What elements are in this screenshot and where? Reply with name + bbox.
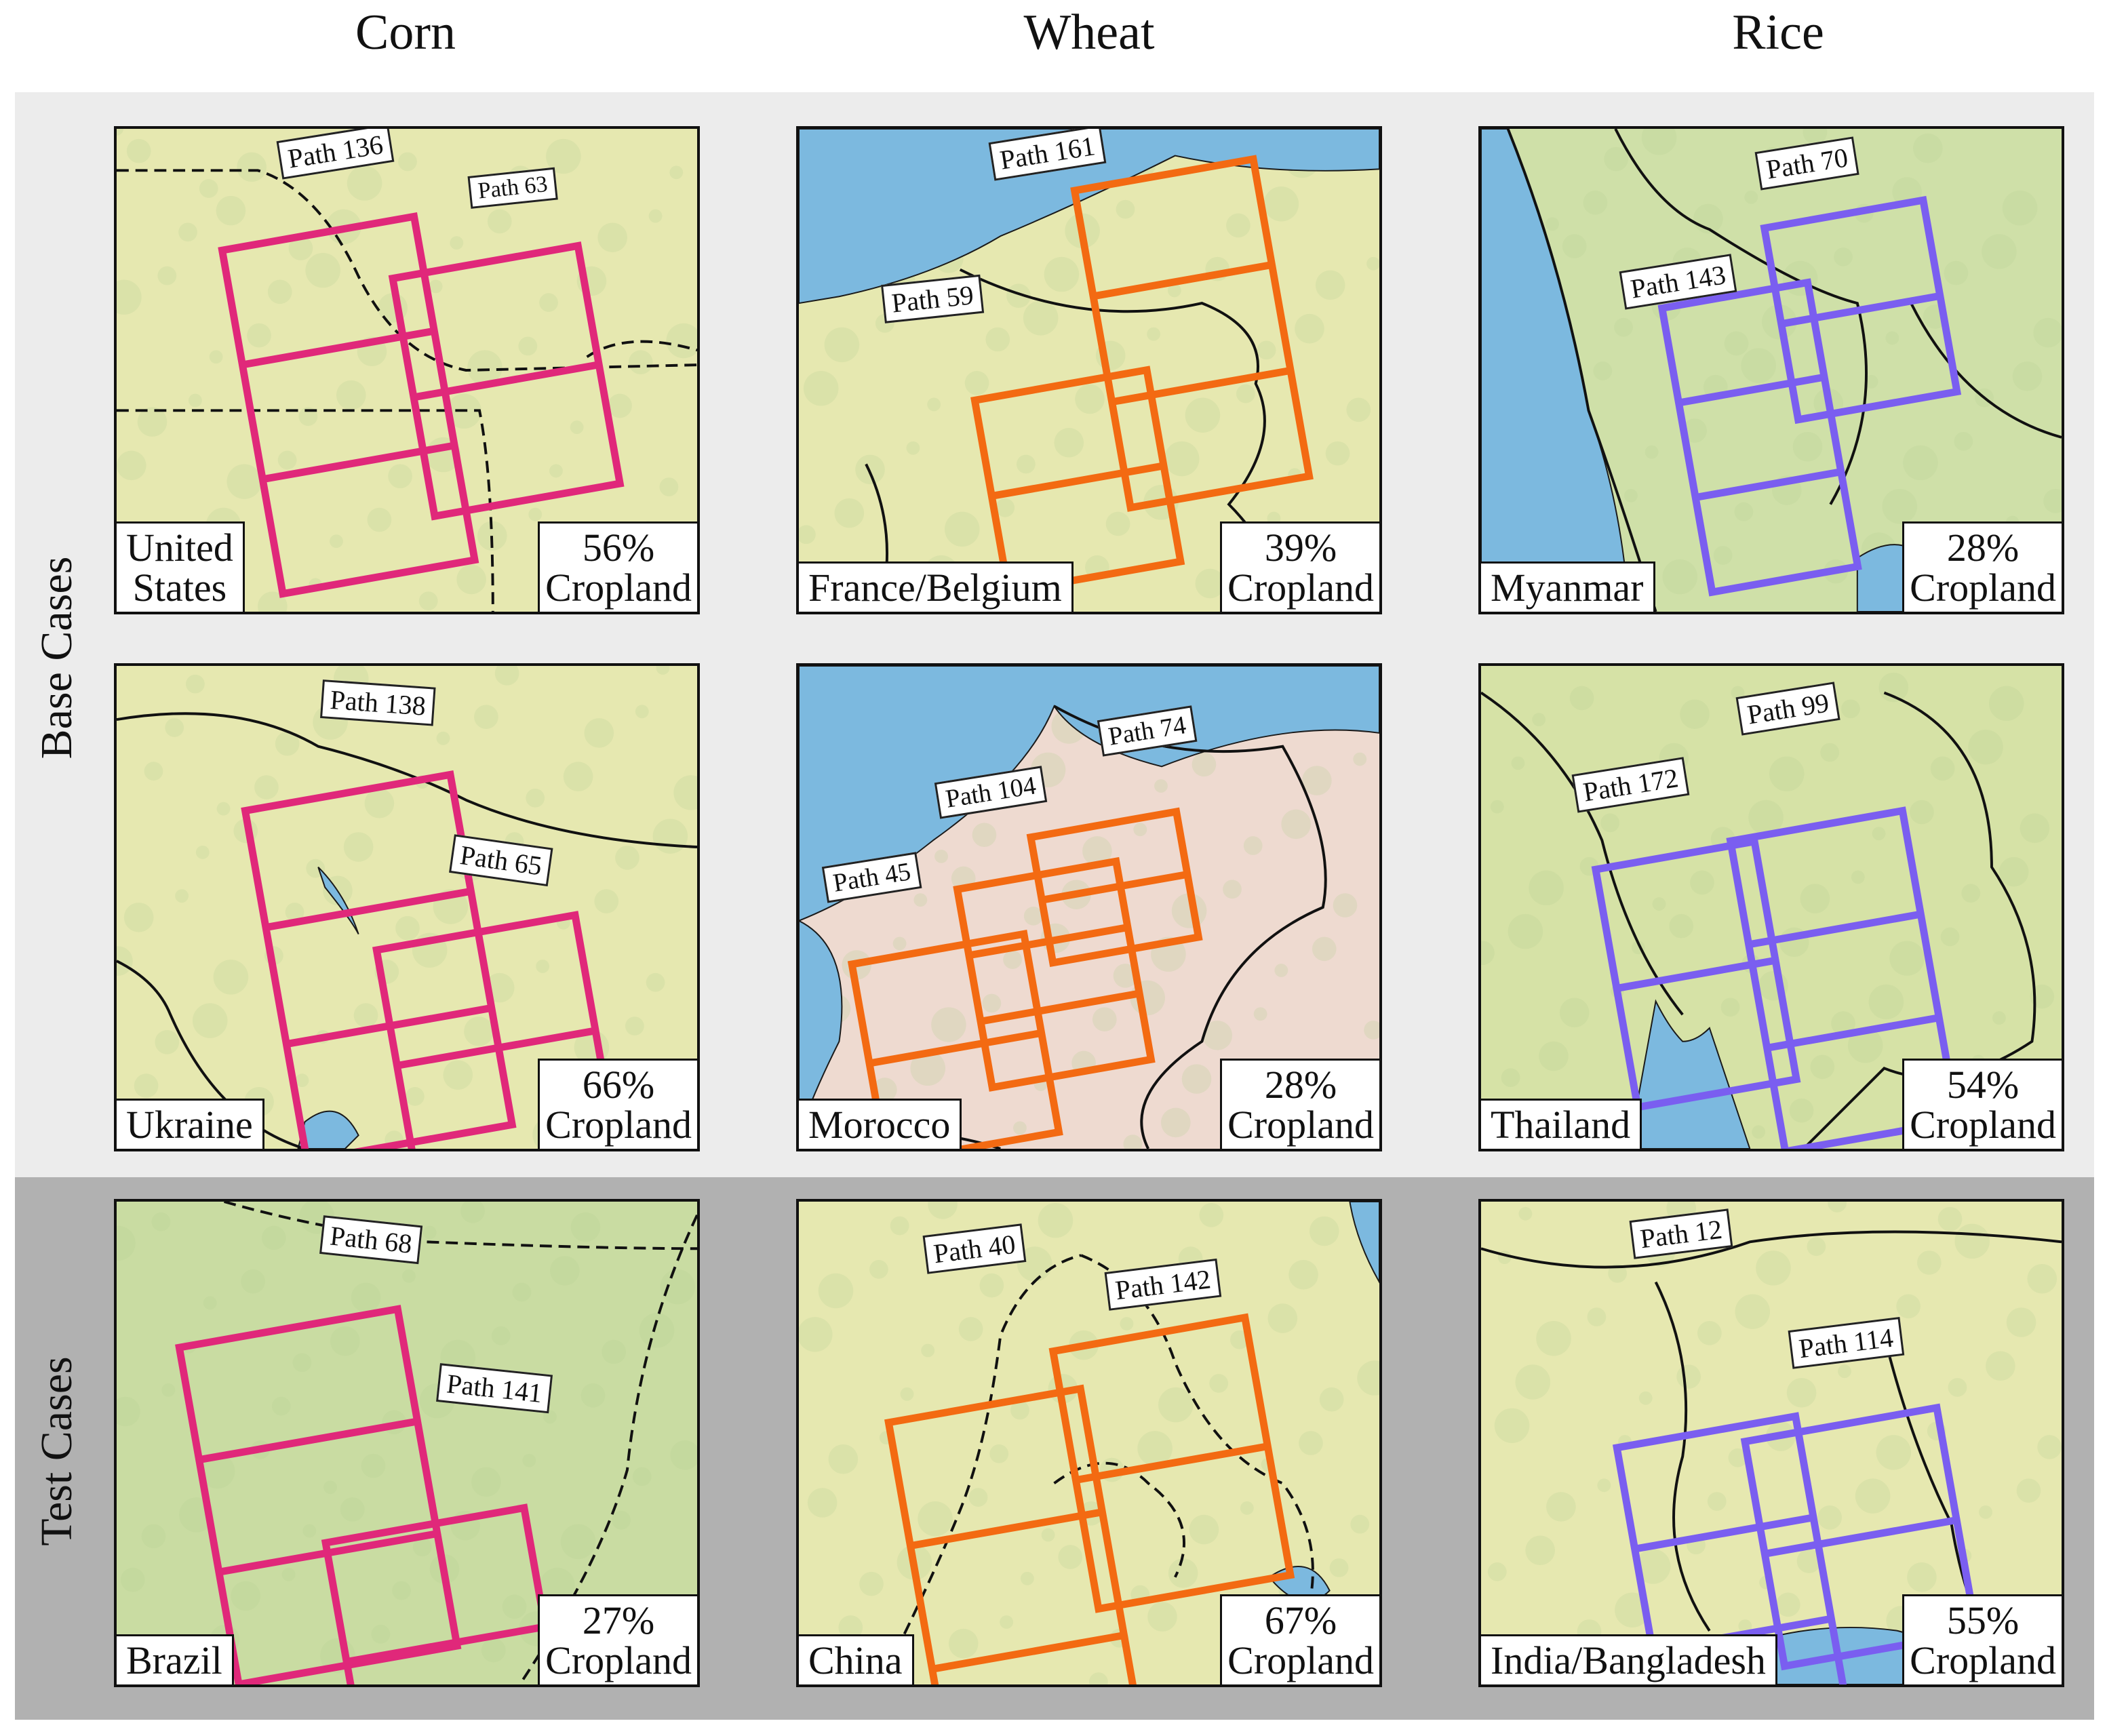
country-label: India/Bangladesh <box>1481 1634 1777 1684</box>
country-label-line: China <box>808 1638 903 1682</box>
map-canvas <box>1481 129 2062 612</box>
boundary-line <box>878 1254 1082 1684</box>
footprint-grid <box>372 911 621 1149</box>
water-body <box>799 129 1379 304</box>
footprint-grid <box>388 241 625 521</box>
boundary-line <box>1654 1281 1711 1632</box>
map-panel-6: Path 99 Path 172 Thailand 54% Cropland <box>1478 663 2064 1151</box>
cropland-percent: 39% <box>1264 525 1337 570</box>
boundary-line <box>117 169 697 372</box>
footprint-grid <box>1070 155 1314 512</box>
footprint-grid <box>953 856 1156 1092</box>
footprint-grid <box>1048 1313 1295 1613</box>
country-label-line: Ukraine <box>126 1102 253 1147</box>
boundary-line <box>1506 129 1657 612</box>
cropland-label: 56% Cropland <box>538 521 697 612</box>
cropland-label: 28% Cropland <box>1902 521 2062 612</box>
map-panel-2: Path 161 Path 59 France/Belgium 39% Cropland <box>796 126 1382 614</box>
map-panel-5: Path 74 Path 104 Path 45 Morocco 28% Cropland <box>796 663 1382 1151</box>
row-label-base-cases: Base Cases <box>32 556 81 760</box>
cropland-word: Cropland <box>545 1102 692 1147</box>
cropland-percent: 28% <box>1264 1062 1337 1107</box>
map-panel-8: Path 40 Path 142 China 67% Cropland <box>796 1199 1382 1687</box>
footprint-grid <box>1726 806 1962 1149</box>
footprint-grid <box>884 1384 1150 1684</box>
cropland-label: 55% Cropland <box>1902 1594 2062 1684</box>
path-label: Path 138 <box>320 679 436 726</box>
map-panel-3: Path 70 Path 143 Myanmar 28% Cropland <box>1478 126 2064 614</box>
cropland-percent: 28% <box>1946 525 2020 570</box>
country-label-line: Thailand <box>1491 1102 1631 1147</box>
boundary-line <box>223 1202 697 1250</box>
map-canvas <box>117 666 697 1149</box>
cropland-word: Cropland <box>1910 565 2056 610</box>
boundary-line <box>117 712 697 848</box>
country-label-line: States <box>132 565 227 610</box>
boundary-line <box>1481 691 1684 1016</box>
cropland-percent: 56% <box>582 525 655 570</box>
cropland-percent: 54% <box>1946 1062 2020 1107</box>
cropland-word: Cropland <box>1910 1102 2056 1147</box>
map-panel-1: Path 136 Path 63 United States 56% Cropland <box>114 126 700 614</box>
footprint-grid <box>1760 195 1962 425</box>
cropland-word: Cropland <box>545 565 692 610</box>
country-label: Myanmar <box>1481 561 1655 612</box>
map-panel-7: Path 68 Path 141 Brazil 27% Cropland <box>114 1199 700 1687</box>
water-body <box>1628 999 1751 1149</box>
boundary-line <box>1803 691 2036 1149</box>
boundary-line <box>1080 1254 1314 1604</box>
country-label: France/Belgium <box>799 561 1074 612</box>
footprint-grid <box>1657 278 1862 597</box>
boundary-line <box>1053 1461 1185 1578</box>
cropland-label: 66% Cropland <box>538 1058 697 1149</box>
country-label-line: India/Bangladesh <box>1491 1638 1766 1682</box>
country-label: China <box>799 1634 914 1684</box>
country-label: United States <box>117 521 245 612</box>
country-label-line: France/Belgium <box>808 565 1062 610</box>
cropland-percent: 66% <box>582 1062 655 1107</box>
cropland-percent: 67% <box>1264 1598 1337 1642</box>
cropland-label: 28% Cropland <box>1220 1058 1379 1149</box>
boundary-line <box>1910 302 2062 439</box>
cropland-label: 67% Cropland <box>1220 1594 1379 1684</box>
country-label-line: United <box>126 525 233 570</box>
column-header-wheat: Wheat <box>1023 5 1155 60</box>
boundary-line <box>1053 705 1327 1149</box>
footprint-grid <box>1740 1403 1981 1671</box>
country-label: Morocco <box>799 1098 962 1149</box>
water-body <box>297 1110 359 1149</box>
cropland-label: 39% Cropland <box>1220 521 1379 612</box>
country-label-line: Brazil <box>126 1638 222 1682</box>
footprint-grid <box>1591 837 1801 1112</box>
row-label-test-cases: Test Cases <box>32 1356 81 1546</box>
column-header-rice: Rice <box>1732 5 1824 60</box>
boundary-line <box>117 409 494 612</box>
cropland-label: 54% Cropland <box>1902 1058 2062 1149</box>
country-label-line: Myanmar <box>1491 565 1644 610</box>
cropland-percent: 27% <box>582 1598 655 1642</box>
footprint-grid <box>1026 807 1203 968</box>
country-label: Thailand <box>1481 1098 1642 1149</box>
cropland-word: Cropland <box>1227 1638 1374 1682</box>
map-panel-9: Path 12 Path 114 India/Bangladesh 55% Cropla… <box>1478 1199 2064 1687</box>
country-label-line: Morocco <box>808 1102 951 1147</box>
water-body <box>317 866 359 934</box>
cropland-percent: 55% <box>1946 1598 2020 1642</box>
cropland-word: Cropland <box>1227 1102 1374 1147</box>
cropland-word: Cropland <box>1227 565 1374 610</box>
footprint-grid <box>847 929 1063 1149</box>
country-label: Ukraine <box>117 1098 264 1149</box>
cropland-label: 27% Cropland <box>538 1594 697 1684</box>
boundary-line <box>1481 1230 2062 1269</box>
country-label: Brazil <box>117 1634 234 1684</box>
column-header-corn: Corn <box>355 5 456 60</box>
cropland-word: Cropland <box>545 1638 692 1682</box>
map-panel-4: Path 138 Path 65 Ukraine 66% Cropland <box>114 663 700 1151</box>
cropland-word: Cropland <box>1910 1638 2056 1682</box>
footprint-grid <box>970 366 1185 597</box>
water-body <box>1349 1202 1379 1284</box>
